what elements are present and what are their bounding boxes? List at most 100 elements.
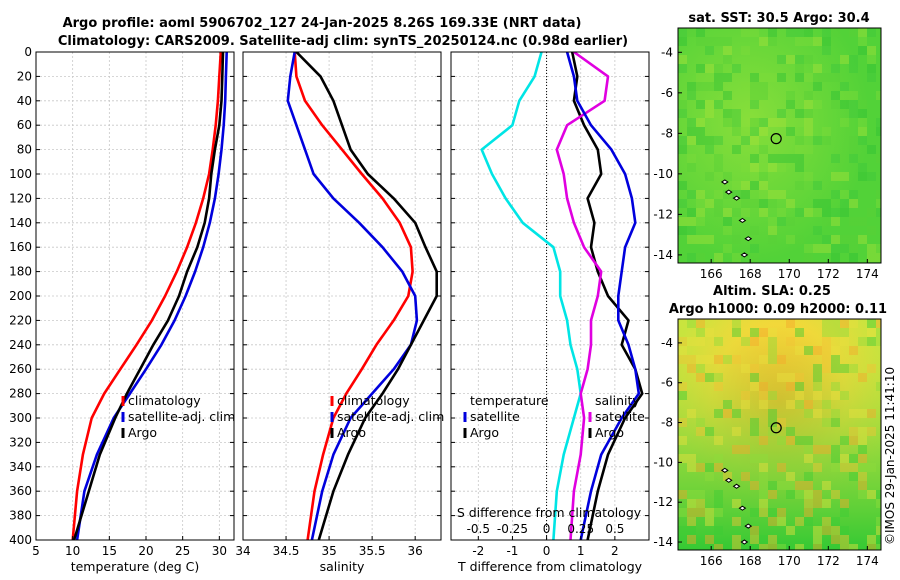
map-cell — [723, 409, 732, 418]
map-cell — [777, 163, 786, 172]
map-cell — [813, 181, 822, 190]
map-cell — [750, 136, 759, 145]
map-cell — [678, 136, 687, 145]
map-cell — [831, 253, 840, 262]
map-cell — [786, 28, 795, 37]
map-cell — [840, 55, 849, 64]
map-cell — [768, 328, 777, 337]
map-cell — [714, 382, 723, 391]
sst-map-title: sat. SST: 30.5 Argo: 30.4 — [688, 11, 869, 26]
map-cell — [687, 499, 696, 508]
map-cell — [759, 508, 768, 517]
map-cell — [840, 328, 849, 337]
map-cell — [705, 37, 714, 46]
map-cell — [759, 400, 768, 409]
map-cell — [741, 181, 750, 190]
map-cell — [723, 118, 732, 127]
map-cell — [768, 517, 777, 526]
map-cell — [768, 118, 777, 127]
latitude-label: -6 — [661, 86, 673, 100]
map-cell — [723, 55, 732, 64]
map-cell — [759, 172, 768, 181]
map-cell — [858, 163, 867, 172]
map-cell — [813, 391, 822, 400]
map-cell — [777, 217, 786, 226]
map-cell — [849, 190, 858, 199]
map-cell — [768, 199, 777, 208]
map-cell — [795, 55, 804, 64]
longitude-label: 166 — [700, 554, 723, 568]
map-cell — [705, 73, 714, 82]
map-cell — [696, 427, 705, 436]
map-cell — [678, 199, 687, 208]
map-cell — [768, 481, 777, 490]
map-cell — [732, 499, 741, 508]
x-tick-label: 15 — [102, 544, 117, 558]
map-cell — [849, 436, 858, 445]
map-cell — [795, 37, 804, 46]
map-cell — [705, 328, 714, 337]
map-cell — [777, 481, 786, 490]
map-cell — [786, 337, 795, 346]
map-cell — [777, 463, 786, 472]
map-cell — [732, 127, 741, 136]
map-cell — [687, 535, 696, 544]
map-cell — [705, 355, 714, 364]
s-tick-label: -0.25 — [497, 522, 528, 536]
map-cell — [867, 226, 876, 235]
map-cell — [840, 172, 849, 181]
depth-tick-label: 80 — [17, 143, 32, 157]
map-cell — [804, 517, 813, 526]
map-cell — [759, 328, 768, 337]
map-cell — [777, 373, 786, 382]
map-cell — [831, 208, 840, 217]
map-cell — [840, 235, 849, 244]
map-cell — [876, 190, 881, 199]
sla-map-low-anomaly — [678, 319, 881, 550]
map-cell — [750, 199, 759, 208]
map-cell — [795, 400, 804, 409]
map-cell — [732, 190, 741, 199]
map-cell — [786, 100, 795, 109]
map-cell — [813, 346, 822, 355]
island-outline — [744, 523, 753, 529]
map-cell — [750, 163, 759, 172]
depth-tick-label: 200 — [9, 289, 32, 303]
map-cell — [822, 526, 831, 535]
map-cell — [750, 73, 759, 82]
map-cell — [804, 454, 813, 463]
map-cell — [786, 400, 795, 409]
map-cell — [723, 400, 732, 409]
map-cell — [849, 100, 858, 109]
map-cell — [741, 400, 750, 409]
depth-tick-label: 20 — [17, 69, 32, 83]
map-cell — [741, 472, 750, 481]
map-cell — [795, 109, 804, 118]
x-tick-label: 25 — [175, 544, 190, 558]
map-cell — [840, 508, 849, 517]
map-cell — [732, 109, 741, 118]
x-tick-label: 1 — [577, 544, 585, 558]
map-cell — [867, 328, 876, 337]
map-cell — [687, 508, 696, 517]
map-cell — [714, 373, 723, 382]
map-cell — [750, 226, 759, 235]
map-cell — [696, 217, 705, 226]
map-cell — [795, 346, 804, 355]
map-cell — [867, 253, 876, 262]
map-cell — [732, 64, 741, 73]
legend-entry: satellite — [595, 409, 645, 424]
map-cell — [786, 382, 795, 391]
map-cell — [822, 355, 831, 364]
map-cell — [831, 463, 840, 472]
map-cell — [696, 508, 705, 517]
map-cell — [858, 490, 867, 499]
map-cell — [678, 418, 687, 427]
map-cell — [759, 208, 768, 217]
map-cell — [849, 235, 858, 244]
map-cell — [687, 154, 696, 163]
latitude-label: -10 — [653, 455, 673, 469]
latitude-label: -14 — [653, 535, 673, 549]
map-cell — [867, 208, 876, 217]
map-cell — [858, 235, 867, 244]
